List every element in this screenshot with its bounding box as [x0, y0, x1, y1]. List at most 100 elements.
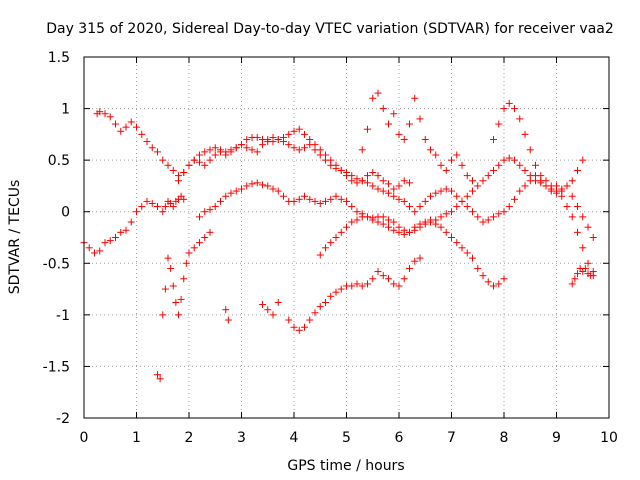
- data-point: [390, 280, 398, 288]
- data-point: [353, 216, 361, 224]
- data-point: [327, 161, 335, 169]
- data-point: [474, 264, 482, 272]
- data-point: [406, 228, 413, 236]
- data-point: [201, 148, 209, 156]
- data-point: [196, 158, 203, 166]
- data-point: [416, 115, 424, 123]
- data-point: [327, 195, 335, 203]
- data-point: [526, 172, 534, 180]
- data-point: [217, 197, 224, 205]
- data-point: [285, 130, 293, 138]
- data-point: [411, 257, 419, 265]
- data-point: [395, 223, 403, 231]
- data-point: [327, 292, 335, 300]
- data-point: [274, 187, 282, 195]
- series-trace-e: [316, 154, 597, 280]
- data-point: [390, 218, 398, 226]
- axis-ticks: 0 1 2 3 4 5 6 7 8 9 10 -2 -1.5 -1 -0.5 0 0.5 1 1.5: [43, 50, 618, 446]
- data-point: [479, 218, 487, 226]
- data-point: [364, 280, 371, 288]
- data-point: [584, 259, 592, 267]
- data-point: [469, 254, 476, 262]
- data-point: [474, 213, 482, 221]
- data-point: [448, 187, 455, 195]
- data-point: [85, 244, 93, 252]
- data-point: [500, 105, 508, 113]
- data-point: [238, 185, 245, 193]
- x-tick-label: 2: [185, 430, 194, 446]
- data-point: [259, 181, 266, 189]
- data-point: [458, 161, 466, 169]
- data-point: [148, 199, 156, 207]
- data-point: [295, 125, 303, 133]
- data-point: [395, 130, 403, 138]
- data-point: [269, 133, 277, 141]
- data-point: [295, 326, 303, 334]
- data-point: [364, 213, 371, 221]
- series-trace-j: [159, 192, 188, 216]
- data-point: [511, 195, 518, 203]
- data-point: [374, 89, 382, 97]
- series-trace-b: [93, 108, 413, 193]
- data-point: [243, 144, 251, 152]
- data-point: [161, 203, 169, 211]
- data-point: [379, 272, 387, 280]
- data-point: [301, 130, 308, 138]
- data-point: [358, 282, 366, 290]
- data-point: [337, 166, 345, 174]
- data-point: [337, 228, 345, 236]
- data-point: [232, 144, 240, 152]
- data-point: [224, 316, 232, 324]
- data-point: [316, 303, 324, 311]
- data-point: [416, 254, 424, 262]
- y-axis-title: SDTVAR / TECUs: [7, 180, 23, 295]
- data-point: [101, 239, 109, 247]
- data-point: [353, 280, 361, 288]
- series-trace-a: [80, 197, 161, 257]
- data-point: [453, 151, 461, 159]
- data-point: [306, 316, 314, 324]
- data-point: [295, 195, 303, 203]
- data-point: [227, 148, 235, 156]
- data-point: [453, 203, 461, 211]
- data-point: [222, 151, 230, 159]
- data-point: [316, 251, 324, 259]
- data-point: [448, 156, 455, 164]
- data-point: [469, 208, 476, 216]
- data-point: [269, 185, 277, 193]
- data-point: [469, 187, 476, 195]
- y-tick-label: 1: [61, 102, 70, 118]
- data-point: [159, 311, 167, 319]
- data-point: [442, 210, 450, 218]
- data-point: [437, 161, 445, 169]
- x-axis-title: GPS time / hours: [287, 458, 404, 474]
- data-point: [148, 144, 156, 152]
- data-point: [390, 185, 398, 193]
- data-point: [332, 164, 340, 172]
- data-point: [505, 99, 513, 107]
- data-point: [589, 268, 597, 276]
- data-point: [395, 282, 403, 290]
- x-tick-label: 7: [447, 430, 456, 446]
- data-point: [385, 120, 392, 128]
- data-point: [306, 195, 314, 203]
- data-point: [169, 203, 177, 211]
- data-point: [285, 316, 293, 324]
- data-point: [374, 268, 382, 276]
- data-point: [285, 141, 293, 149]
- data-point: [154, 371, 161, 379]
- data-point: [259, 301, 266, 309]
- data-point: [521, 130, 529, 138]
- series-trace-h: [358, 89, 476, 185]
- data-point: [201, 208, 209, 216]
- data-point: [133, 208, 140, 216]
- data-point: [579, 156, 587, 164]
- data-point: [521, 166, 529, 174]
- data-point: [343, 223, 350, 231]
- data-point: [106, 237, 114, 245]
- data-point: [206, 156, 214, 164]
- data-point: [322, 298, 329, 306]
- data-point: [463, 249, 471, 257]
- data-point: [180, 275, 188, 283]
- data-point: [127, 118, 135, 126]
